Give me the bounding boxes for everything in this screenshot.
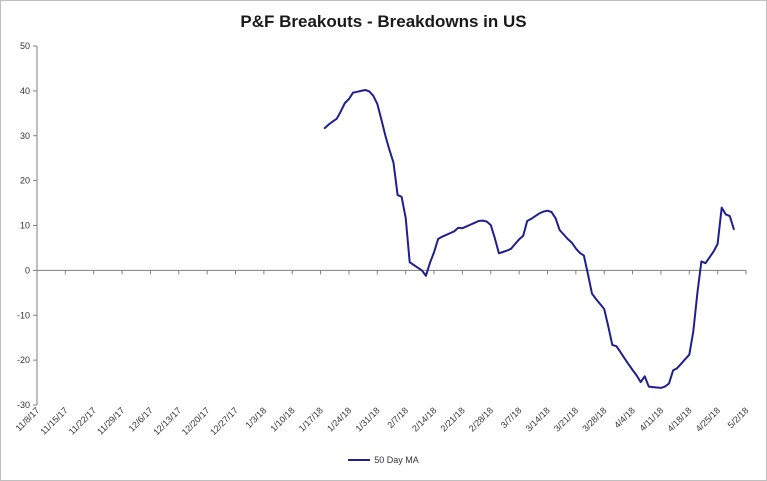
x-tick-label: 3/14/18 xyxy=(524,405,552,433)
x-tick-label: 11/15/17 xyxy=(38,405,69,436)
series-line-50-day-ma xyxy=(323,89,735,389)
x-tick-label: 1/24/18 xyxy=(325,405,353,433)
y-tick-label: 40 xyxy=(20,86,30,96)
y-tick-label: -10 xyxy=(17,310,30,320)
x-tick-label: 3/7/18 xyxy=(499,405,524,430)
x-tick-label: 4/25/18 xyxy=(694,405,722,433)
y-tick-label: -20 xyxy=(17,355,30,365)
y-tick-label: 50 xyxy=(20,41,30,51)
x-tick-label: 5/2/18 xyxy=(726,405,751,430)
x-tick-label: 3/28/18 xyxy=(580,405,608,433)
legend: 50 Day MA xyxy=(0,455,767,465)
y-tick-label: 20 xyxy=(20,176,30,186)
y-tick-label: -30 xyxy=(17,400,30,410)
x-tick-label: 2/21/18 xyxy=(439,405,467,433)
chart-title: P&F Breakouts - Breakdowns in US xyxy=(240,12,527,31)
y-tick-label: 30 xyxy=(20,131,30,141)
legend-label: 50 Day MA xyxy=(374,455,419,465)
y-tick-labels: 50 40 30 20 10 0 -10 -20 -30 xyxy=(17,41,30,410)
y-tick-label: 10 xyxy=(20,221,30,231)
x-tick-label: 1/3/18 xyxy=(244,405,269,430)
x-tick-label: 12/27/17 xyxy=(208,405,240,437)
x-tick-label: 3/21/18 xyxy=(552,405,580,433)
chart-axes xyxy=(33,45,747,406)
legend-swatch xyxy=(348,459,371,461)
x-tick-label: 4/4/18 xyxy=(612,405,637,430)
series-layer xyxy=(323,89,735,389)
x-tick-label: 1/17/18 xyxy=(297,405,325,433)
x-tick-label: 1/10/18 xyxy=(268,405,296,433)
x-tick-label: 2/14/18 xyxy=(410,405,438,433)
x-tick-label: 2/28/18 xyxy=(467,405,495,433)
x-tick-label: 4/11/18 xyxy=(637,405,665,433)
x-tick-label: 12/6/17 xyxy=(127,405,155,433)
x-tick-label: 11/29/17 xyxy=(95,405,126,436)
y-tick-label: 0 xyxy=(25,265,30,275)
x-tick-label: 4/18/18 xyxy=(665,405,693,433)
x-tick-label: 12/20/17 xyxy=(180,405,212,437)
x-tick-label: 12/13/17 xyxy=(151,405,183,437)
x-tick-label: 11/22/17 xyxy=(67,405,98,436)
x-tick-label: 2/7/18 xyxy=(385,405,410,430)
x-tick-label: 1/31/18 xyxy=(353,405,381,433)
